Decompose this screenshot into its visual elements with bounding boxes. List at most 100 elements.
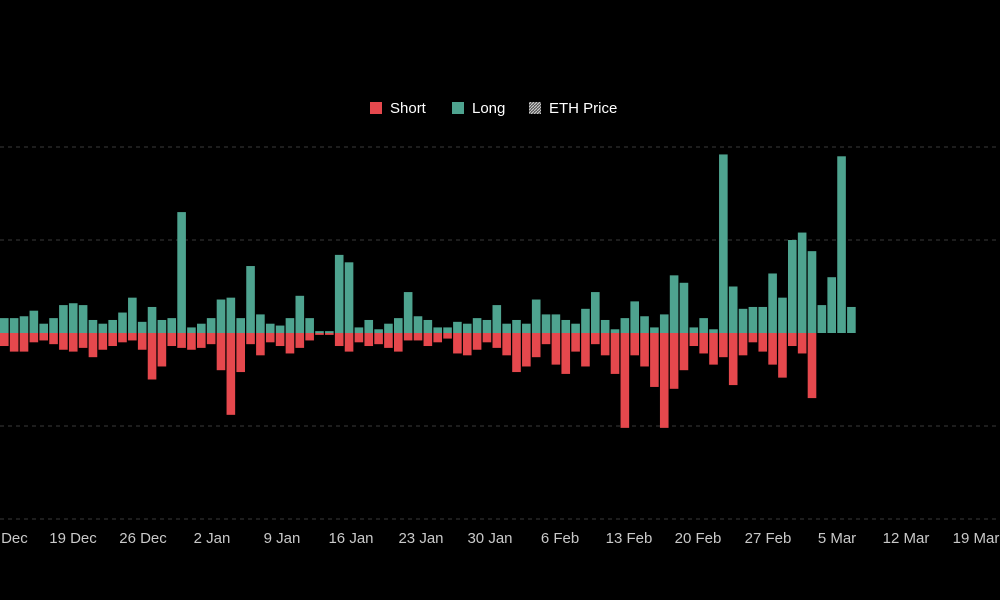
short-bar [147,333,157,380]
short-bar [758,333,768,352]
short-bar [699,333,708,354]
x-tick-label: 19 Mar [953,530,1000,547]
x-tick-label: 12 Dec [0,530,28,547]
long-bar [147,306,157,333]
long-bar [719,154,728,333]
short-bar [88,333,98,358]
long-bar [788,240,797,333]
short-bar [640,333,649,367]
short-bar [305,333,314,341]
short-bar [354,333,364,343]
long-bar [206,318,216,333]
long-bar [236,318,245,333]
long-bar [403,292,413,333]
long-bar [118,312,127,333]
short-bar [236,333,245,373]
short-bar [551,333,561,365]
short-bar [9,333,19,352]
long-bar [0,318,9,333]
short-bar [187,333,196,350]
short-bar [788,333,797,347]
long-bar [541,314,551,333]
long-bar [128,297,137,333]
long-bar [768,273,777,333]
long-bar [423,319,433,333]
bars [0,154,856,428]
short-bar [374,333,383,345]
long-bar [394,318,403,333]
legend-label-long[interactable]: Long [472,100,505,117]
short-bar [522,333,531,367]
long-bar [630,301,639,333]
long-bar [137,321,147,333]
long-bar [581,308,590,333]
long-bar [197,323,206,333]
long-bar [256,314,265,333]
short-bar [512,333,521,373]
short-bar [689,333,699,347]
long-bar [571,323,580,333]
long-bar [817,305,827,333]
long-bar [325,331,334,333]
x-tick-label: 6 Feb [541,530,579,547]
short-bar [19,333,29,352]
x-tick-label: 23 Jan [398,530,443,547]
short-bar [49,333,58,345]
long-bar [157,319,167,333]
long-bar [689,327,699,333]
x-tick-label: 5 Mar [818,530,856,547]
short-bar [768,333,777,365]
short-bar [669,333,679,389]
long-bar [837,156,846,333]
short-bar [610,333,620,374]
short-bar [709,333,718,365]
long-bar [472,318,482,333]
long-bar [807,251,817,333]
long-bar [19,316,29,333]
short-bar [285,333,295,354]
long-bar [78,305,88,333]
long-bar [295,295,305,333]
long-bar [827,277,836,333]
long-bar [531,299,541,333]
short-bar [719,333,728,358]
short-bar [423,333,433,347]
short-bar [462,333,472,356]
long-bar [640,316,649,333]
x-tick-label: 30 Jan [467,530,512,547]
long-bar [49,318,58,333]
x-tick-label: 12 Mar [883,530,930,547]
short-bar [433,333,442,343]
legend-swatch-short [370,102,382,114]
legend-label-short[interactable]: Short [390,100,427,117]
long-bar [334,254,344,333]
short-bar [650,333,659,387]
short-bar [137,333,147,350]
long-bar [167,318,177,333]
long-bar [374,329,383,333]
short-bar [600,333,610,356]
x-tick-label: 16 Jan [328,530,373,547]
legend-label-eth-price[interactable]: ETH Price [549,100,617,117]
short-bar [659,333,669,428]
long-bar [699,318,708,333]
x-tick-label: 20 Feb [675,530,722,547]
legend-swatch-eth-price [529,102,541,114]
short-bar [807,333,817,399]
long-bar [522,323,531,333]
long-bar [738,308,748,333]
short-bar [118,333,127,343]
long-bar [413,316,423,333]
long-bar [344,262,354,333]
short-bar [482,333,492,343]
long-bar [98,323,108,333]
short-bar [738,333,748,356]
short-bar [256,333,265,356]
short-bar [315,333,324,335]
short-bar [394,333,403,352]
short-bar [453,333,462,354]
long-bar [758,306,768,333]
short-bar [344,333,354,352]
long-bar [847,306,856,333]
